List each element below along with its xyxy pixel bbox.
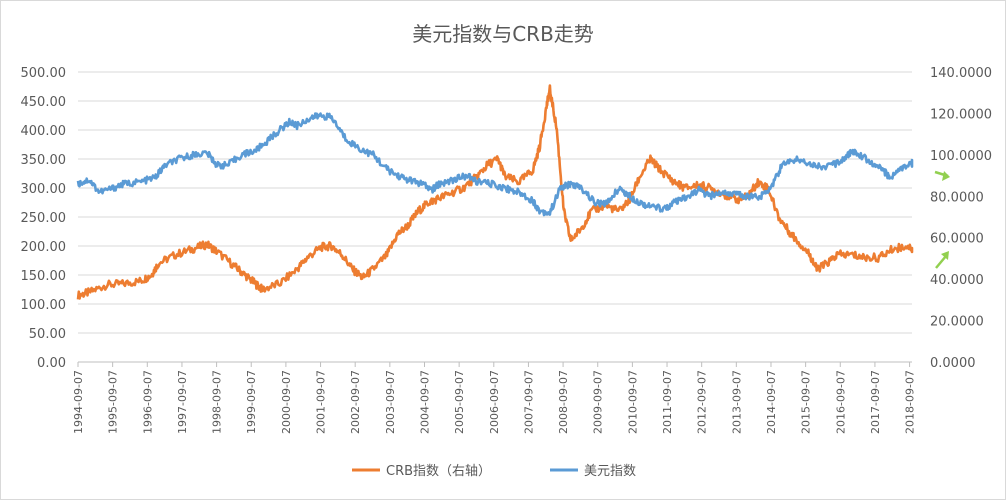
x-axis-tick-label: 2011-09-07 <box>661 370 674 434</box>
x-axis-tick-label: 2007-09-07 <box>522 370 535 434</box>
x-axis-tick-label: 2006-09-07 <box>488 370 501 434</box>
left-axis-tick-label: 150.00 <box>21 269 67 284</box>
x-axis-tick-label: 2000-09-07 <box>280 370 293 434</box>
legend-label: 美元指数 <box>584 464 636 479</box>
x-axis-tick-label: 2010-09-07 <box>626 370 639 434</box>
left-axis-tick-label: 400.00 <box>21 124 67 139</box>
right-axis-tick-label: 120.0000 <box>930 107 992 122</box>
x-axis-tick-label: 2012-09-07 <box>696 370 709 434</box>
x-axis-tick-label: 2017-09-07 <box>869 370 882 434</box>
left-axis-tick-label: 500.00 <box>21 66 67 81</box>
x-axis-tick-label: 1997-09-07 <box>176 370 189 434</box>
right-axis-tick-label: 140.0000 <box>930 66 992 81</box>
right-axis-ticks: 0.0000 20.0000 40.0000 60.0000 80.0000 100.00… <box>930 66 992 371</box>
arrow-down-right-head <box>942 171 950 181</box>
left-axis-tick-label: 250.00 <box>21 211 67 226</box>
x-axis-tick-label: 2001-09-07 <box>315 370 328 434</box>
x-axis-tick-label: 1998-09-07 <box>211 370 224 434</box>
annotation-arrows <box>934 170 950 269</box>
left-axis-tick-label: 100.00 <box>21 298 67 313</box>
right-axis-tick-label: 80.0000 <box>930 190 984 205</box>
right-axis-tick-label: 0.0000 <box>930 356 976 371</box>
series-line-crb <box>76 84 914 300</box>
arrow-up-right-icon <box>935 255 947 269</box>
x-axis-tick-label: 2008-09-07 <box>557 370 570 434</box>
left-axis-tick-label: 450.00 <box>21 95 67 110</box>
x-axis-tick-label: 2018-09-07 <box>904 370 917 434</box>
right-axis-tick-label: 40.0000 <box>930 273 984 288</box>
x-axis-tick-label: 1999-09-07 <box>245 370 258 434</box>
x-axis-tick-label: 2016-09-07 <box>834 370 847 434</box>
x-axis-tick-label: 2013-09-07 <box>730 370 743 434</box>
legend: CRB指数（右轴） 美元指数 <box>352 464 636 479</box>
x-axis-tick-label: 1994-09-07 <box>72 370 85 434</box>
x-axis-tick-label: 2003-09-07 <box>384 370 397 434</box>
x-axis-tick-label: 2009-09-07 <box>592 370 605 434</box>
series-line-usd-index <box>76 112 914 217</box>
left-axis-ticks: 0.00 50.00 100.00 150.00 200.00 250.00 300.00 3… <box>21 66 67 371</box>
right-axis-tick-label: 60.0000 <box>930 232 984 247</box>
left-axis-tick-label: 50.00 <box>29 327 66 342</box>
x-axis-tick-label: 2015-09-07 <box>800 370 813 434</box>
left-axis-tick-label: 0.00 <box>37 356 66 371</box>
gridlines <box>78 71 912 363</box>
right-axis-tick-label: 100.0000 <box>930 149 992 164</box>
legend-label: CRB指数（右轴） <box>386 464 491 479</box>
series-group <box>76 84 914 300</box>
left-axis-tick-label: 200.00 <box>21 240 67 255</box>
right-axis-tick-label: 20.0000 <box>930 315 984 330</box>
x-axis-ticks: 1994-09-07 1995-09-07 1996-09-07 1997-09-07… <box>72 362 917 434</box>
left-axis-tick-label: 350.00 <box>21 153 67 168</box>
x-axis-tick-label: 2005-09-07 <box>453 370 466 434</box>
x-axis-tick-label: 1996-09-07 <box>141 370 154 434</box>
x-axis-tick-label: 2002-09-07 <box>349 370 362 434</box>
x-axis-tick-label: 2014-09-07 <box>765 370 778 434</box>
x-axis-tick-label: 2004-09-07 <box>418 370 431 434</box>
left-axis-tick-label: 300.00 <box>21 182 67 197</box>
x-axis-tick-label: 1995-09-07 <box>107 370 120 434</box>
arrow-up-right-head <box>941 251 949 260</box>
chart-title: 美元指数与CRB走势 <box>412 22 594 46</box>
